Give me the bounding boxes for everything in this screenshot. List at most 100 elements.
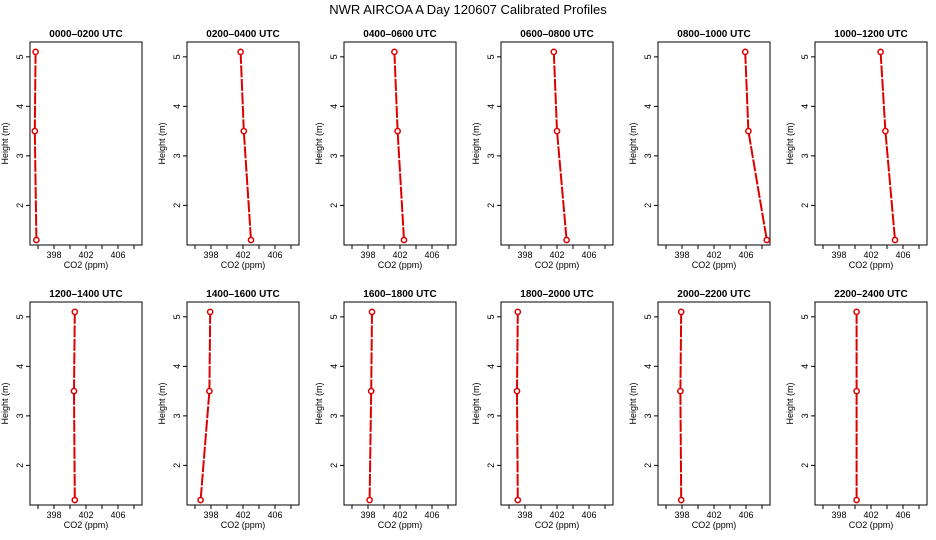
x-tick-label: 406 [267, 510, 282, 520]
panel-title: 0200–0400 UTC [206, 29, 279, 40]
data-point [71, 308, 79, 316]
data-point [71, 496, 79, 504]
x-axis-label: CO2 (ppm) [221, 520, 266, 530]
data-point [853, 496, 860, 504]
x-axis-label: CO2 (ppm) [378, 260, 423, 270]
y-axis-label: Height (m) [157, 382, 167, 424]
y-axis-label: Height (m) [157, 122, 167, 164]
profile-panel: 1000–1200 UTC 398 402 406 2 3 4 5 CO2 (ppm) Heigh… [785, 29, 928, 270]
y-tick-label: 3 [15, 153, 25, 158]
data-point [677, 387, 684, 395]
x-tick-label: 398 [517, 250, 532, 260]
x-axis-label: CO2 (ppm) [221, 260, 266, 270]
y-tick-label: 3 [643, 153, 653, 158]
profile-panel: 0600–0800 UTC 398 402 406 2 3 4 5 CO2 (ppm) Heigh… [471, 29, 614, 270]
panel-title: 1800–2000 UTC [520, 289, 593, 300]
x-tick-label: 406 [267, 250, 282, 260]
data-point [33, 236, 40, 244]
y-tick-label: 2 [800, 463, 810, 468]
data-point [741, 48, 749, 56]
panel-title: 0400–0600 UTC [363, 29, 436, 40]
x-tick-label: 402 [235, 250, 250, 260]
x-tick-label: 402 [706, 250, 721, 260]
x-tick-label: 406 [895, 250, 910, 260]
figure-title: NWR AIRCOA A Day 120607 Calibrated Profi… [329, 2, 607, 17]
data-point [513, 387, 521, 395]
x-axis-label: CO2 (ppm) [692, 260, 737, 270]
y-tick-label: 3 [486, 153, 496, 158]
x-tick-label: 398 [360, 250, 375, 260]
x-axis-label: CO2 (ppm) [535, 260, 580, 270]
y-tick-label: 4 [643, 364, 653, 369]
data-point [206, 387, 213, 395]
x-axis-label: CO2 (ppm) [64, 260, 109, 270]
x-tick-label: 406 [895, 510, 910, 520]
y-tick-label: 4 [643, 104, 653, 109]
data-point [206, 308, 214, 316]
y-axis-label: Height (m) [471, 122, 481, 164]
x-tick-label: 402 [706, 510, 721, 520]
x-tick-label: 402 [78, 510, 93, 520]
panel-title: 2200–2400 UTC [834, 289, 907, 300]
y-tick-label: 3 [800, 413, 810, 418]
data-point [247, 236, 255, 244]
x-axis-label: CO2 (ppm) [849, 260, 894, 270]
x-tick-label: 398 [360, 510, 375, 520]
data-point [400, 236, 408, 244]
x-axis-label: CO2 (ppm) [692, 520, 737, 530]
profile-panel: 1600–1800 UTC 398 402 406 2 3 4 5 CO2 (ppm) Heigh… [314, 289, 457, 530]
x-tick-label: 406 [738, 250, 753, 260]
profile-panel: 1800–2000 UTC 398 402 406 2 3 4 5 CO2 (ppm) Heigh… [471, 289, 614, 530]
x-tick-label: 402 [235, 510, 250, 520]
x-tick-label: 406 [424, 510, 439, 520]
y-axis-label: Height (m) [628, 382, 638, 424]
data-point [70, 387, 78, 395]
panel-title: 1400–1600 UTC [206, 289, 279, 300]
data-point [366, 496, 373, 504]
data-point [853, 308, 860, 316]
x-tick-label: 402 [78, 250, 93, 260]
y-tick-label: 3 [643, 413, 653, 418]
x-tick-label: 402 [863, 250, 878, 260]
y-tick-label: 5 [172, 314, 182, 319]
y-tick-label: 5 [15, 54, 25, 59]
panel-title: 0800–1000 UTC [677, 29, 750, 40]
panel-title: 2000–2200 UTC [677, 289, 750, 300]
data-point [514, 308, 522, 316]
y-tick-label: 2 [329, 463, 339, 468]
y-tick-label: 5 [15, 314, 25, 319]
panel-title: 0600–0800 UTC [520, 29, 593, 40]
x-tick-label: 406 [110, 510, 125, 520]
y-tick-label: 3 [329, 153, 339, 158]
y-tick-label: 3 [172, 413, 182, 418]
x-tick-label: 406 [424, 250, 439, 260]
data-point [391, 48, 398, 56]
y-tick-label: 4 [329, 104, 339, 109]
data-point [882, 127, 889, 135]
panel-title: 0000–0200 UTC [49, 29, 122, 40]
profile-panel: 2000–2200 UTC 398 402 406 2 3 4 5 CO2 (ppm) Heigh… [628, 289, 771, 530]
y-axis-label: Height (m) [314, 382, 324, 424]
x-tick-label: 398 [46, 510, 61, 520]
y-tick-label: 2 [15, 203, 25, 208]
y-tick-label: 4 [800, 364, 810, 369]
y-tick-label: 5 [172, 54, 182, 59]
y-axis-label: Height (m) [785, 122, 795, 164]
x-tick-label: 402 [863, 510, 878, 520]
data-point [197, 496, 204, 504]
y-tick-label: 4 [15, 104, 25, 109]
data-point [550, 48, 558, 56]
y-tick-label: 4 [486, 104, 496, 109]
profile-panel: 0200–0400 UTC 398 402 406 2 3 4 5 CO2 (ppm) Heigh… [157, 29, 300, 270]
y-tick-label: 2 [643, 463, 653, 468]
y-tick-label: 2 [643, 203, 653, 208]
y-tick-label: 4 [800, 104, 810, 109]
data-point [31, 127, 39, 135]
y-tick-label: 3 [329, 413, 339, 418]
panel-title: 1600–1800 UTC [363, 289, 436, 300]
y-tick-label: 2 [15, 463, 25, 468]
data-point [368, 308, 376, 316]
y-tick-label: 4 [329, 364, 339, 369]
x-tick-label: 402 [392, 510, 407, 520]
